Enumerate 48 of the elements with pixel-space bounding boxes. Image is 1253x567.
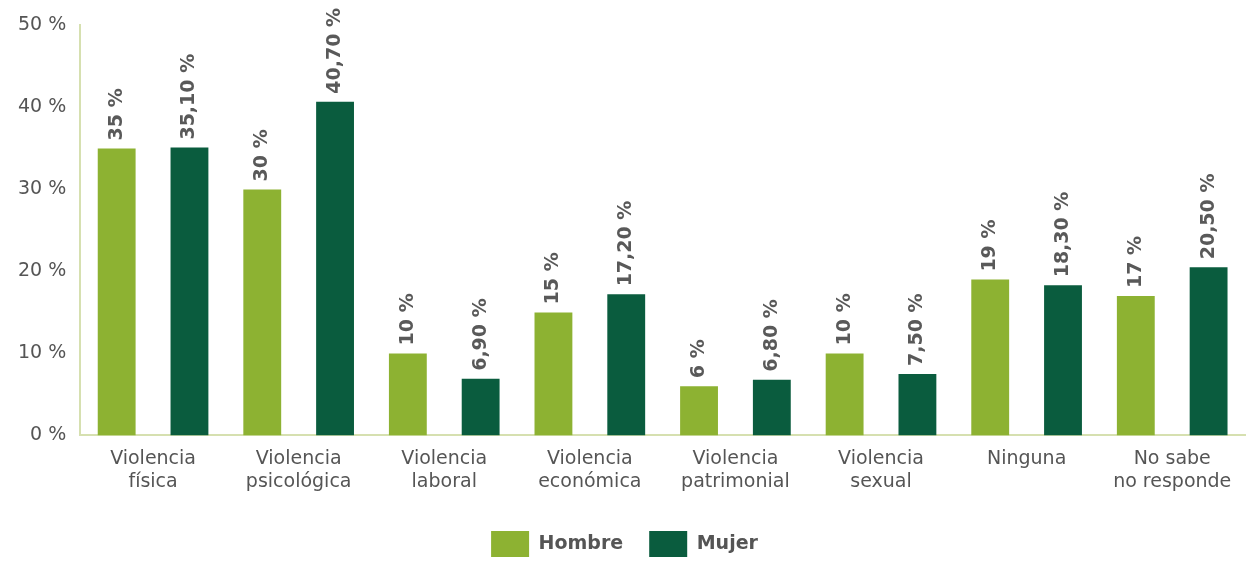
- data-label: 20,50 %: [1195, 173, 1218, 260]
- y-tick-label: 50 %: [17, 12, 67, 35]
- data-label: 10 %: [394, 293, 417, 346]
- x-tick-label: Violencia laboral: [401, 445, 488, 491]
- bar: [170, 147, 209, 436]
- x-tick-label: Violencia psicológica: [245, 445, 352, 491]
- bar: [97, 148, 136, 436]
- data-label: 17,20 %: [613, 200, 636, 287]
- x-tick-label: No sabe no responde: [1113, 445, 1232, 491]
- bar: [243, 189, 282, 436]
- bar: [898, 373, 937, 436]
- bar: [388, 353, 427, 436]
- bar: [316, 101, 354, 436]
- data-label: 6 %: [685, 339, 708, 379]
- x-tick-label: Violencia física: [110, 445, 196, 491]
- bar: [1044, 285, 1082, 436]
- bar: [680, 386, 718, 436]
- legend-label: Hombre: [538, 530, 624, 553]
- y-tick-label: 10 %: [17, 340, 67, 363]
- data-label: 15 %: [540, 252, 563, 305]
- bar: [461, 378, 500, 436]
- y-tick-label: 20 %: [17, 258, 67, 281]
- data-label: 30 %: [249, 129, 272, 182]
- data-label: 10 %: [831, 293, 854, 346]
- x-tick-label: Violencia económica: [538, 445, 642, 491]
- data-label: 35,10 %: [176, 53, 199, 140]
- data-label: 17 %: [1122, 235, 1145, 288]
- x-tick-label: Violencia sexual: [838, 445, 924, 491]
- bar: [752, 379, 791, 436]
- bar: [1116, 296, 1155, 436]
- legend-label: Mujer: [696, 530, 759, 553]
- data-label: 18,30 %: [1049, 191, 1072, 278]
- data-label: 7,50 %: [904, 293, 927, 366]
- data-label: 6,80 %: [758, 299, 781, 372]
- bar: [971, 279, 1010, 436]
- data-label: 35 %: [103, 88, 126, 141]
- data-label: 6,90 %: [467, 298, 490, 371]
- data-label: 19 %: [977, 219, 1000, 272]
- bar: [534, 312, 573, 436]
- bar: [1189, 267, 1228, 436]
- data-label: 40,70 %: [321, 7, 344, 94]
- bar: [607, 294, 646, 436]
- y-tick-label: 30 %: [17, 176, 67, 199]
- y-tick-label: 40 %: [17, 94, 67, 117]
- x-tick-label: Ninguna: [986, 445, 1067, 468]
- y-tick-label: 0 %: [30, 422, 67, 445]
- x-tick-label: Violencia patrimonial: [681, 445, 790, 491]
- bar: [825, 353, 864, 436]
